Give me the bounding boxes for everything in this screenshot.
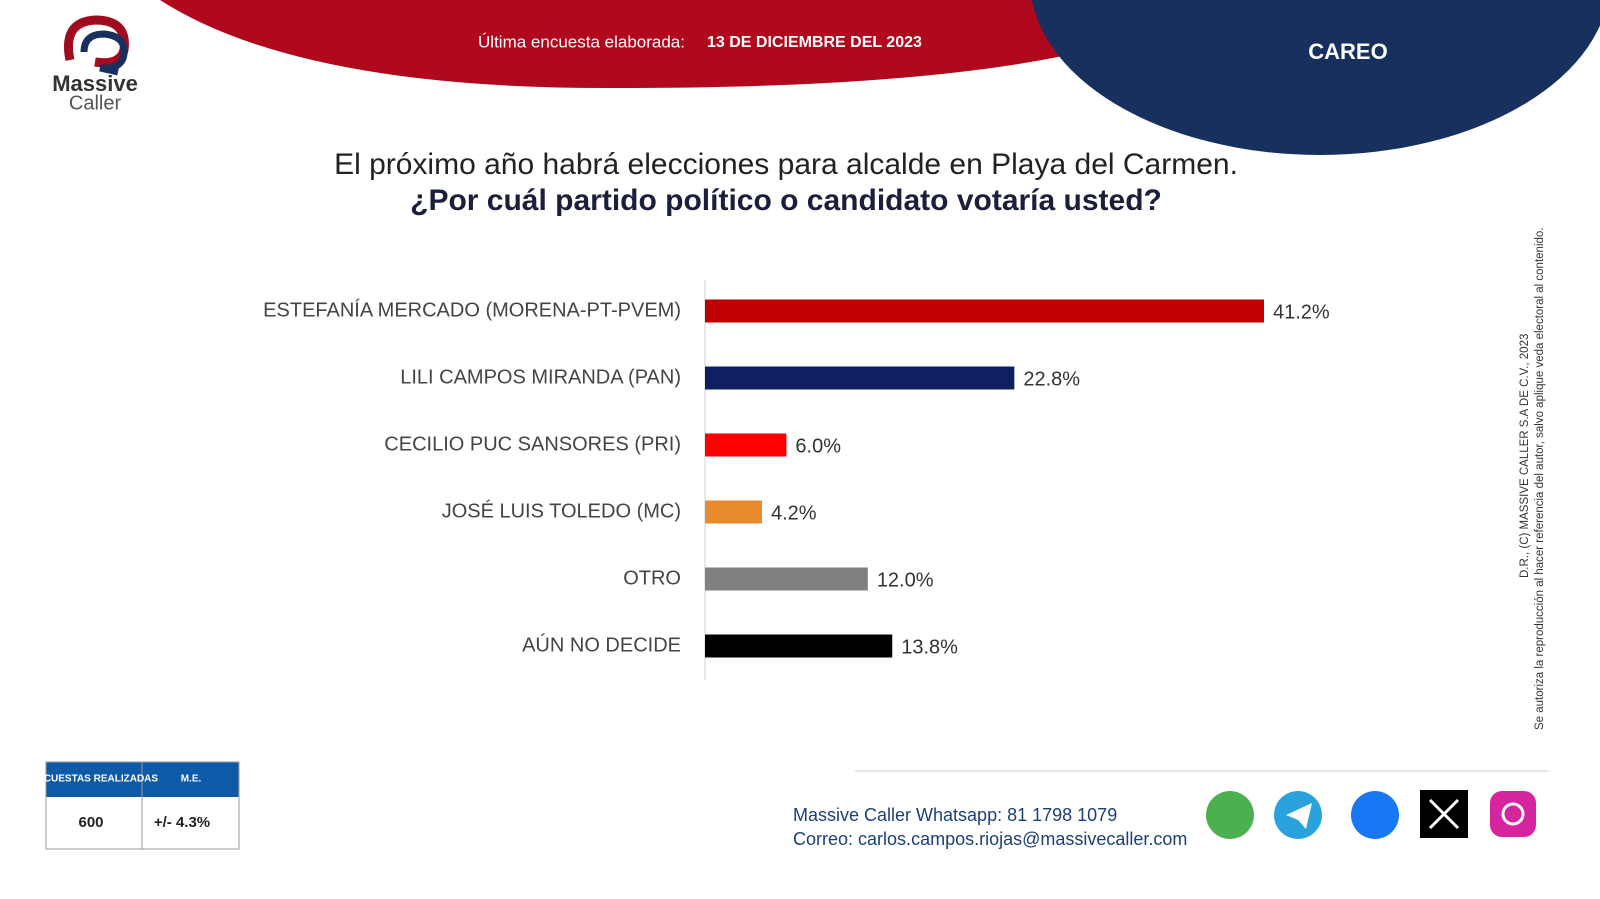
header-red-band	[160, 0, 1110, 89]
whatsapp-icon[interactable]	[1206, 791, 1254, 839]
instagram-glyph	[1501, 802, 1525, 826]
logo-icon	[80, 30, 128, 76]
copyright: Se autoriza la reproducción al hacer ref…	[1534, 228, 1546, 730]
category-label: LILI CAMPOS MIRANDA (PAN)	[400, 366, 681, 388]
header-tag: CAREO	[1308, 39, 1387, 64]
logo-text: Caller	[69, 92, 122, 114]
bar	[705, 500, 762, 524]
logo-text: Massive	[52, 71, 138, 96]
table-cell: 600	[78, 814, 103, 831]
facebook-icon[interactable]	[1351, 791, 1399, 839]
x-glyph	[1428, 798, 1460, 830]
header-date: 13 DE DICIEMBRE DEL 2023	[707, 34, 922, 51]
chart-title: El próximo año habrá elecciones para alc…	[334, 148, 1238, 181]
footer-text: Correo: carlos.campos.riojas@massivecall…	[793, 829, 1187, 849]
instagram-icon[interactable]	[1490, 791, 1536, 837]
bar	[705, 299, 1264, 323]
copyright: D.R., (C) MASSIVE CALLER S.A DE C.V., 20…	[1519, 334, 1531, 578]
chart-subtitle: ¿Por cuál partido político o candidato v…	[410, 184, 1162, 217]
category-label: AÚN NO DECIDE	[522, 633, 681, 656]
value-label: 6.0%	[795, 435, 841, 457]
bar	[705, 567, 868, 591]
value-label: 41.2%	[1273, 301, 1330, 323]
bar	[705, 634, 893, 658]
value-label: 13.8%	[901, 636, 958, 658]
category-label: CECILIO PUC SANSORES (PRI)	[384, 433, 681, 455]
table-header: M.E.	[181, 774, 202, 785]
value-label: 12.0%	[877, 569, 934, 591]
bar	[705, 366, 1015, 390]
bar	[705, 433, 787, 457]
value-label: 22.8%	[1023, 368, 1080, 390]
telegram-glyph	[1286, 803, 1312, 829]
header-blue-shape	[1031, 0, 1600, 155]
table-cell: +/- 4.3%	[154, 814, 210, 831]
header-label: Última encuesta elaborada:	[478, 32, 685, 51]
footer-text: Massive Caller Whatsapp: 81 1798 1079	[793, 805, 1117, 825]
table-header: ENCUESTAS REALIZADAS	[30, 774, 158, 785]
value-label: 4.2%	[771, 502, 817, 524]
logo-icon	[64, 15, 129, 68]
category-label: OTRO	[623, 567, 681, 589]
category-label: ESTEFANÍA MERCADO (MORENA-PT-PVEM)	[263, 298, 681, 321]
category-label: JOSÉ LUIS TOLEDO (MC)	[442, 499, 681, 522]
